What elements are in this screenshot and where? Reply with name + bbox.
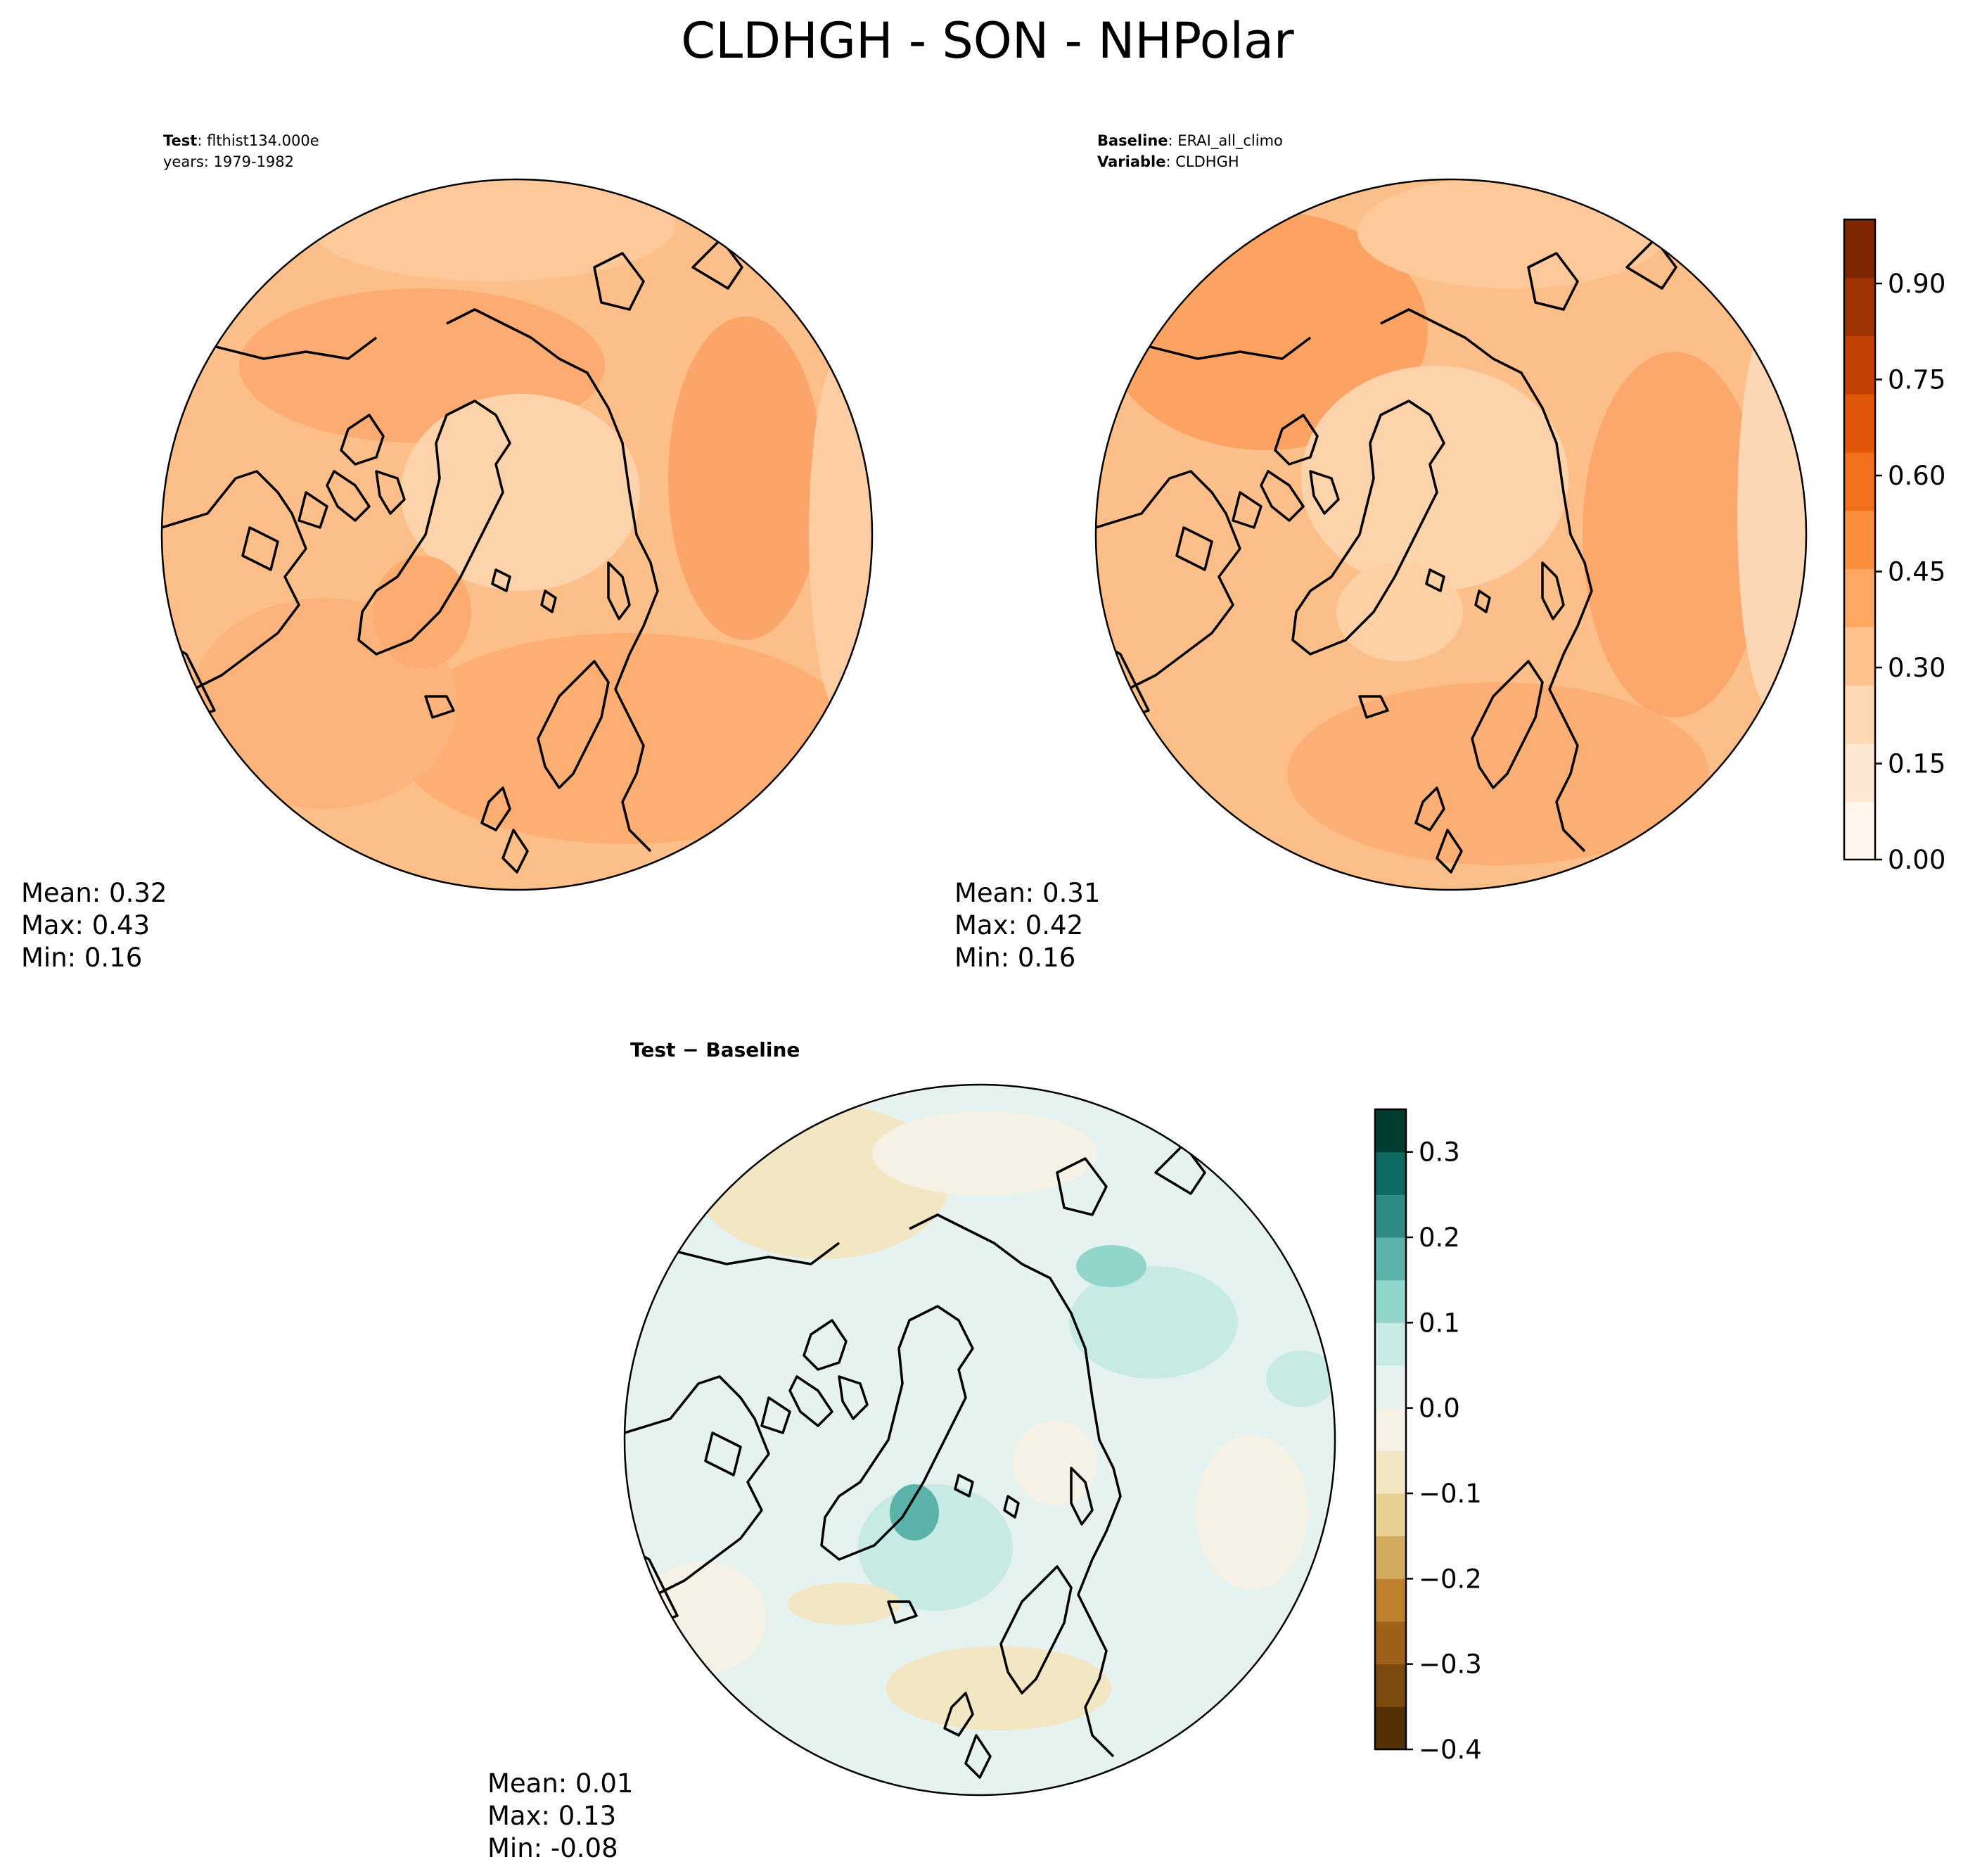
main-colorbar-segment bbox=[1844, 743, 1875, 802]
main-colorbar-segment bbox=[1844, 568, 1875, 627]
diff-colorbar-segment bbox=[1375, 1194, 1406, 1238]
main-colorbar-segment bbox=[1844, 801, 1875, 860]
diff-min: Min: -0.08 bbox=[487, 1833, 618, 1863]
diff-colorbar-segment bbox=[1375, 1621, 1406, 1665]
baseline-max: Max: 0.42 bbox=[954, 910, 1083, 940]
diff-colorbar-tick-label: 0.2 bbox=[1419, 1223, 1460, 1253]
main-colorbar-segment bbox=[1844, 452, 1875, 511]
baseline-variable-value: CLDHGH bbox=[1175, 153, 1239, 170]
diff-colorbar-tick-label: 0.0 bbox=[1419, 1393, 1460, 1424]
diff-colorbar-segment bbox=[1375, 1664, 1406, 1707]
main-colorbar-tick-label: 0.30 bbox=[1888, 653, 1945, 683]
diff-max: Max: 0.13 bbox=[487, 1801, 616, 1831]
diff-colorbar-segment bbox=[1375, 1280, 1406, 1323]
main-colorbar-frame bbox=[1843, 218, 1877, 861]
baseline-label: Baseline: ERAI_all_climo bbox=[1097, 132, 1283, 150]
main-colorbar-segment bbox=[1844, 684, 1875, 744]
diff-colorbar-segment bbox=[1375, 1493, 1406, 1537]
diff-colorbar-segment bbox=[1375, 1706, 1406, 1750]
figure-title: CLDHGH - SON - NHPolar bbox=[681, 12, 1294, 70]
baseline-min: Min: 0.16 bbox=[954, 943, 1075, 973]
diff-colorbar-tick-label: −0.1 bbox=[1419, 1479, 1482, 1509]
test-max: Max: 0.43 bbox=[21, 910, 150, 940]
main-colorbar: 0.00 0.15 0.30 0.45 0.60 0.75 0.90 bbox=[1843, 218, 1945, 875]
diff-colorbar: 0.3 0.2 0.1 0.0 −0.1 −0.2 −0.3 −0.4 bbox=[1374, 1108, 1482, 1765]
test-panel: Test: flthist134.000e years: 1979-1982 M… bbox=[21, 132, 874, 973]
diff-colorbar-frame bbox=[1374, 1108, 1407, 1751]
test-label-value: flthist134.000e bbox=[207, 132, 319, 149]
baseline-map bbox=[1096, 179, 1806, 890]
diff-colorbar-segment bbox=[1375, 1151, 1406, 1195]
main-colorbar-tick-label: 0.75 bbox=[1888, 365, 1945, 395]
diff-colorbar-segment bbox=[1375, 1578, 1406, 1622]
baseline-label-bold: Baseline bbox=[1097, 132, 1168, 149]
main-colorbar-tick-label: 0.15 bbox=[1888, 749, 1945, 779]
diff-panel: Test − Baseline Mean: 0.01 Max: 0.13 Min… bbox=[487, 1038, 1336, 1863]
diff-colorbar-segment bbox=[1375, 1365, 1406, 1409]
test-years: years: 1979-1982 bbox=[163, 153, 294, 170]
test-label: Test: flthist134.000e bbox=[163, 132, 319, 149]
main-colorbar-segment bbox=[1844, 336, 1875, 395]
main-colorbar-tick-label: 0.90 bbox=[1888, 269, 1945, 299]
diff-colorbar-segment bbox=[1375, 1408, 1406, 1451]
main-colorbar-tick-label: 0.45 bbox=[1888, 557, 1945, 587]
test-mean: Mean: 0.32 bbox=[21, 878, 167, 908]
diff-colorbar-segment bbox=[1375, 1109, 1406, 1153]
baseline-variable-bold: Variable bbox=[1097, 153, 1165, 170]
diff-label: Test − Baseline bbox=[630, 1038, 800, 1061]
test-map-boundary bbox=[160, 178, 874, 891]
diff-map-boundary bbox=[623, 1083, 1336, 1797]
diff-colorbar-segment bbox=[1375, 1536, 1406, 1579]
baseline-variable: Variable: CLDHGH bbox=[1097, 153, 1239, 170]
test-min: Min: 0.16 bbox=[21, 943, 142, 973]
diff-colorbar-segment bbox=[1375, 1237, 1406, 1281]
main-colorbar-segment bbox=[1844, 627, 1875, 686]
main-colorbar-tick-label: 0.00 bbox=[1888, 845, 1945, 875]
diff-colorbar-segment bbox=[1375, 1322, 1406, 1366]
diff-colorbar-tick-label: −0.3 bbox=[1419, 1650, 1482, 1680]
main-colorbar-segment bbox=[1844, 277, 1875, 336]
main-colorbar-segment bbox=[1844, 510, 1875, 569]
diff-map bbox=[625, 1085, 1335, 1795]
baseline-label-value: ERAI_all_climo bbox=[1177, 132, 1283, 150]
test-label-bold: Test bbox=[163, 132, 197, 149]
baseline-map-boundary bbox=[1094, 178, 1808, 891]
main-colorbar-segment bbox=[1844, 219, 1875, 279]
main-colorbar-tick-label: 0.60 bbox=[1888, 461, 1945, 491]
diff-colorbar-tick-label: −0.4 bbox=[1419, 1735, 1482, 1765]
diff-colorbar-tick-label: −0.2 bbox=[1419, 1564, 1482, 1594]
baseline-mean: Mean: 0.31 bbox=[954, 878, 1100, 908]
diff-colorbar-tick-label: 0.1 bbox=[1419, 1308, 1460, 1338]
diff-colorbar-segment bbox=[1375, 1450, 1406, 1494]
main-colorbar-segment bbox=[1844, 394, 1875, 453]
baseline-panel: Baseline: ERAI_all_climo Variable: CLDHG… bbox=[954, 132, 1808, 973]
diff-colorbar-tick-label: 0.3 bbox=[1419, 1137, 1460, 1168]
diff-mean: Mean: 0.01 bbox=[487, 1768, 633, 1799]
